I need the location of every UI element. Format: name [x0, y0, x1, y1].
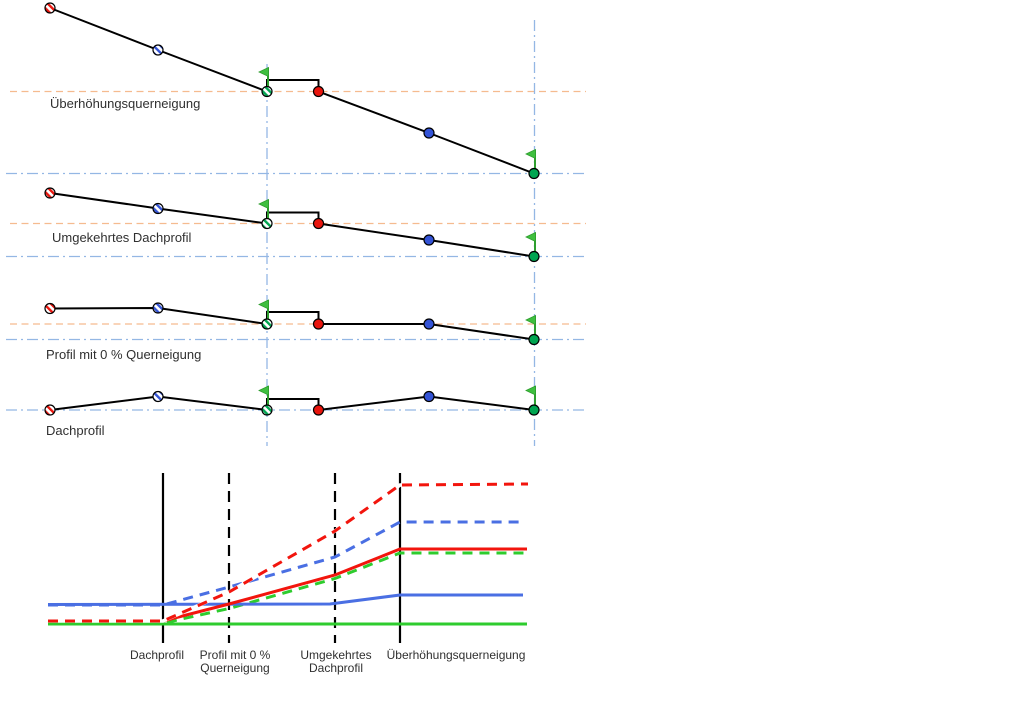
green-flag-icon [525, 148, 536, 160]
station-label-ueberhoehungsquerneigung: Überhöhungsquerneigung [386, 648, 526, 662]
red-hatched-point [44, 404, 56, 416]
profile-label-umgekehrtes-dachprofil: Umgekehrtes Dachprofil [52, 230, 192, 245]
green-hatched-point [261, 318, 273, 330]
green-flag-icon [525, 385, 536, 396]
green-flag-icon [258, 299, 269, 310]
profile-label-dachprofil: Dachprofil [46, 423, 105, 438]
green-hatched-point [261, 217, 273, 230]
profile-label-ueberhoehungsquerneigung: Überhöhungsquerneigung [50, 96, 201, 111]
series-blue-dashed [48, 520, 523, 607]
green-flag-icon [258, 66, 269, 78]
blue-point [423, 318, 435, 330]
red-point [312, 318, 325, 330]
series-green-dashed [47, 551, 526, 625]
red-hatched-point [44, 2, 56, 14]
station-label-umgekehrtes-dachprofil: Umgekehrtes Dachprofil [300, 648, 372, 675]
station-label-profil-0-querneigung: Profil mit 0 % Querneigung [199, 648, 271, 675]
cross-section-polyline [49, 306, 535, 341]
red-point [312, 217, 325, 230]
red-hatched-point [44, 187, 56, 199]
red-dashed-casing [48, 482, 529, 623]
red-hatched-point [44, 302, 56, 315]
station-label-dachprofil: Dachprofil [129, 648, 185, 662]
green-point [528, 250, 540, 263]
cross-section-polyline [49, 192, 535, 258]
blue-hatched-point [152, 44, 164, 56]
blue-point [423, 390, 435, 403]
green-point [528, 167, 540, 180]
cross-section-polyline [49, 395, 535, 412]
blue-hatched-point [152, 390, 164, 403]
green-point [528, 404, 540, 416]
blue-hatched-point [152, 202, 164, 215]
red-point [312, 404, 325, 416]
blue-point [423, 127, 435, 139]
green-flag-icon [258, 385, 269, 396]
blue-point [423, 234, 435, 246]
series-red-dashed [48, 482, 529, 623]
profile-label-profil-0-querneigung: Profil mit 0 % Querneigung [46, 347, 202, 362]
green-hatched-point [261, 85, 273, 98]
red-point [312, 85, 325, 98]
green-hatched-point [261, 404, 273, 416]
series-blue-solid [47, 593, 523, 606]
green-flag-icon [258, 198, 269, 210]
green-point [528, 333, 540, 346]
cross-section-polyline [49, 7, 535, 175]
blue-hatched-point [152, 302, 164, 314]
green-flag-icon [525, 314, 536, 326]
green-flag-icon [525, 231, 536, 243]
